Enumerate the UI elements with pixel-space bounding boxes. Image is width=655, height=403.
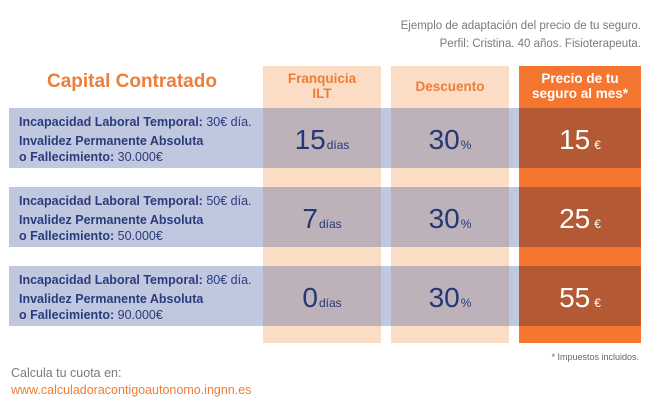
- row-3-ilt-value: 80€ día.: [202, 273, 252, 287]
- row-2-precio-num: 25: [559, 203, 591, 234]
- row-3-descuento: 30%: [391, 282, 509, 314]
- row-1-coverage: Incapacidad Laboral Temporal: 30€ día. I…: [19, 114, 252, 165]
- header-franquicia-line1: Franquicia: [287, 71, 357, 86]
- row-3-ipa-label: o Fallecimiento:: [19, 308, 115, 322]
- row-1-franquicia-num: 15: [294, 124, 326, 155]
- row-1-ipa-value: 30.000€: [114, 150, 163, 164]
- row-2-franquicia: 7 días: [263, 203, 381, 235]
- price-cell-1: [519, 108, 641, 168]
- row-2-coverage: Incapacidad Laboral Temporal: 50€ día. I…: [19, 193, 252, 244]
- header-precio-line1: Precio de tu: [541, 71, 619, 86]
- profile-note: Ejemplo de adaptación del precio de tu s…: [401, 17, 641, 53]
- row-1-ipa-label: o Fallecimiento:: [19, 150, 115, 164]
- row-1-descuento: 30%: [391, 124, 509, 156]
- row-1-descuento-num: 30: [428, 124, 460, 155]
- header-precio-line2: seguro al mes*: [531, 86, 629, 101]
- row-2-ilt-label: Incapacidad Laboral Temporal:: [19, 194, 203, 208]
- footer-calc-label: Calcula tu cuota en:: [11, 366, 122, 380]
- row-3-descuento-unit: %: [460, 296, 472, 310]
- header-franquicia: Franquicia ILT: [263, 66, 381, 106]
- row-3-coverage: Incapacidad Laboral Temporal: 80€ día. I…: [19, 272, 252, 323]
- row-2-ipa-label: o Fallecimiento:: [19, 229, 115, 243]
- row-2-precio: 25 €: [519, 203, 641, 235]
- tax-note: * Impuestos incluidos.: [551, 352, 639, 362]
- row-1-ipa-line1: Invalidez Permanente Absoluta: [19, 134, 204, 148]
- row-3-precio-unit: €: [594, 296, 601, 310]
- column-descuento-bg: [391, 66, 509, 343]
- row-2-precio-unit: €: [594, 217, 601, 231]
- header-franquicia-line2: ILT: [312, 86, 332, 101]
- row-2-descuento-num: 30: [428, 203, 460, 234]
- row-1-franquicia: 15 días: [263, 124, 381, 156]
- row-3-descuento-num: 30: [428, 282, 460, 313]
- row-2-franquicia-unit: días: [318, 217, 342, 231]
- column-franquicia-bg: [263, 66, 381, 343]
- header-descuento: Descuento: [391, 66, 509, 106]
- row-3-precio: 55 €: [519, 282, 641, 314]
- row-1-ilt-value: 30€ día.: [202, 115, 252, 129]
- row-2-franquicia-num: 7: [302, 203, 318, 234]
- row-3-franquicia: 0 días: [263, 282, 381, 314]
- header-descuento-label: Descuento: [415, 78, 485, 94]
- row-1-precio-num: 15: [559, 124, 591, 155]
- row-3-ilt-label: Incapacidad Laboral Temporal:: [19, 273, 203, 287]
- price-cell-3: [519, 266, 641, 326]
- row-1-precio-unit: €: [594, 138, 601, 152]
- row-2-ipa-value: 50.000€: [114, 229, 163, 243]
- row-2-ilt-value: 50€ día.: [202, 194, 252, 208]
- header-precio: Precio de tu seguro al mes*: [519, 66, 641, 106]
- row-1-ilt-label: Incapacidad Laboral Temporal:: [19, 115, 203, 129]
- row-2-descuento-unit: %: [460, 217, 472, 231]
- row-3-ipa-value: 90.000€: [114, 308, 163, 322]
- profile-note-line1: Ejemplo de adaptación del precio de tu s…: [400, 20, 641, 32]
- price-cell-2: [519, 187, 641, 247]
- row-1-precio: 15 €: [519, 124, 641, 156]
- row-3-franquicia-unit: días: [318, 296, 342, 310]
- row-2-descuento: 30%: [391, 203, 509, 235]
- calculator-link[interactable]: www.calculadoracontigoautonomo.ingnn.es: [11, 383, 252, 397]
- row-3-franquicia-num: 0: [302, 282, 318, 313]
- footer-calc: Calcula tu cuota en: www.calculadoracont…: [11, 365, 251, 399]
- row-3-precio-num: 55: [559, 282, 591, 313]
- row-1-descuento-unit: %: [460, 138, 472, 152]
- profile-note-line2: Perfil: Cristina. 40 años. Fisioterapeut…: [439, 38, 641, 50]
- table-title: Capital Contratado: [47, 71, 217, 92]
- row-1-franquicia-unit: días: [326, 138, 350, 152]
- row-2-ipa-line1: Invalidez Permanente Absoluta: [19, 213, 204, 227]
- row-3-ipa-line1: Invalidez Permanente Absoluta: [19, 292, 204, 306]
